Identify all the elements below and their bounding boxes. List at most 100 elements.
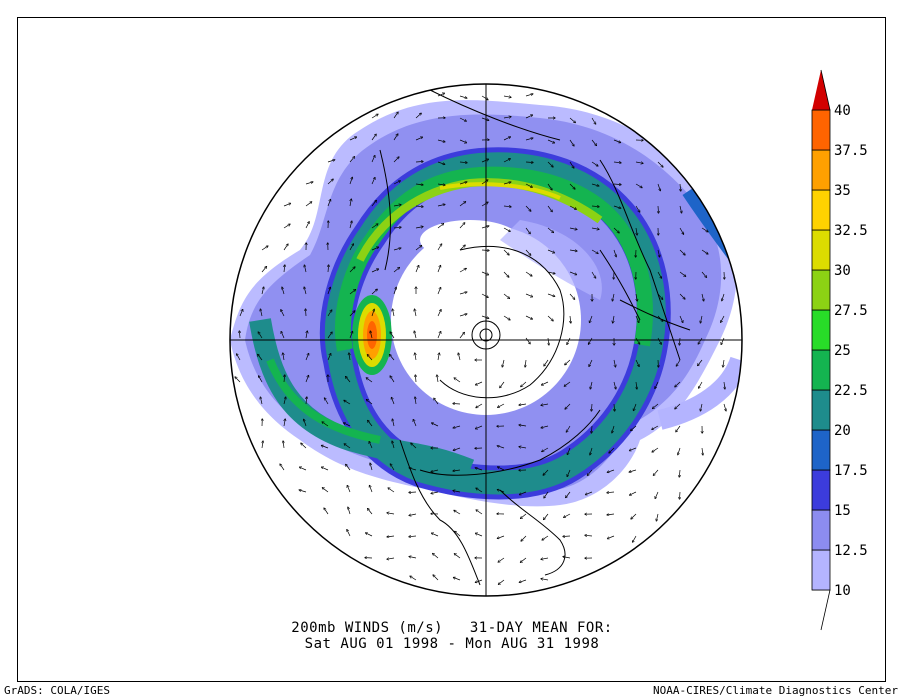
colorbar-swatch [812,69,831,111]
wind-arrow [525,359,526,367]
wind-arrow [459,245,465,251]
wind-arrow [260,397,263,405]
wind-arrow [283,397,286,405]
wind-arrow [542,381,549,385]
wind-arrow [476,381,483,385]
wind-arrow [542,447,549,452]
wind-arrow [349,177,352,185]
colorbar-label: 12.5 [834,543,868,559]
wind-arrow [349,290,355,295]
wind-arrow [415,375,416,383]
wind-arrow [613,205,621,208]
wind-arrow [432,423,439,427]
wind-arrow [636,381,637,389]
wind-arrow [349,221,352,229]
wind-arrow [612,293,615,301]
wind-arrow [565,403,571,409]
wind-arrow [652,425,659,429]
colorbar-swatch [811,549,831,591]
wind-arrow [569,139,574,146]
wind-arrow [347,486,351,493]
wind-arrow [702,447,703,455]
wind-arrow [476,510,483,515]
wind-arrow [371,178,375,185]
wind-arrow [613,162,621,163]
wind-arrow [698,359,703,366]
wind-arrow [569,271,577,275]
wind-arrow [437,266,441,273]
wind-arrow [547,249,554,253]
wind-arrow [387,558,395,559]
wind-arrow [547,293,555,296]
wind-arrow [503,182,511,185]
wind-arrow [393,287,396,295]
wind-arrow [415,353,416,361]
wind-arrow [586,491,593,495]
wind-arrow [393,134,398,141]
wind-arrow [481,293,488,297]
wind-arrow [679,337,680,345]
wind-arrow [415,309,417,317]
wind-arrow [327,179,333,185]
colorbar-swatch [811,109,831,151]
wind-arrow [525,315,532,319]
wind-arrow [349,353,350,361]
wind-arrow [630,447,637,451]
wind-arrow [569,227,577,230]
wind-arrow [565,359,571,365]
wind-arrow [499,579,505,584]
wind-arrow [415,137,422,141]
wind-arrow [613,227,619,233]
wind-arrow [613,359,616,367]
wind-arrow [547,271,555,274]
wind-arrow [547,227,553,233]
wind-arrow [657,249,660,257]
wind-arrow [481,95,488,100]
wind-arrow [281,332,285,339]
wind-arrow [327,310,332,317]
wind-arrow [700,315,703,323]
wind-arrow [438,353,439,361]
wind-arrow [371,309,374,317]
wind-arrow [607,492,615,493]
wind-arrow [300,467,307,471]
colorbar-swatch [811,349,831,391]
wind-arrow [390,355,395,361]
wind-arrow [547,315,553,321]
wind-arrow [591,161,598,166]
wind-arrow [498,403,505,407]
wind-arrow [347,530,351,537]
wind-arrow [657,337,661,344]
wind-arrow [566,425,571,432]
wind-arrow [454,554,461,559]
wind-arrow [305,354,309,361]
wind-arrow [541,579,549,580]
wind-arrow [322,422,329,427]
wind-arrow [322,467,329,471]
wind-arrow [653,403,659,409]
wind-arrow [459,223,465,229]
wind-arrow [503,227,510,231]
wind-arrow [370,463,373,471]
wind-arrow [721,337,725,344]
wind-arrow [459,333,464,339]
wind-arrow [481,315,489,318]
wind-arrow [370,331,373,339]
wind-vectors [235,93,726,584]
wind-arrow [453,491,461,492]
wind-arrow [437,244,442,251]
wind-arrow [701,271,707,277]
wind-arrow [437,310,441,317]
wind-arrow [261,246,268,251]
wind-arrow [635,183,642,188]
wind-arrow [283,244,288,251]
wind-arrow [393,181,400,185]
wind-arrow [587,469,593,475]
wind-arrow [607,514,615,515]
wind-arrow [569,250,577,251]
wind-arrow [521,513,527,518]
wind-arrow [324,508,329,515]
wind-arrow [498,557,505,562]
wind-arrow [348,507,351,515]
wind-arrow [284,265,285,273]
